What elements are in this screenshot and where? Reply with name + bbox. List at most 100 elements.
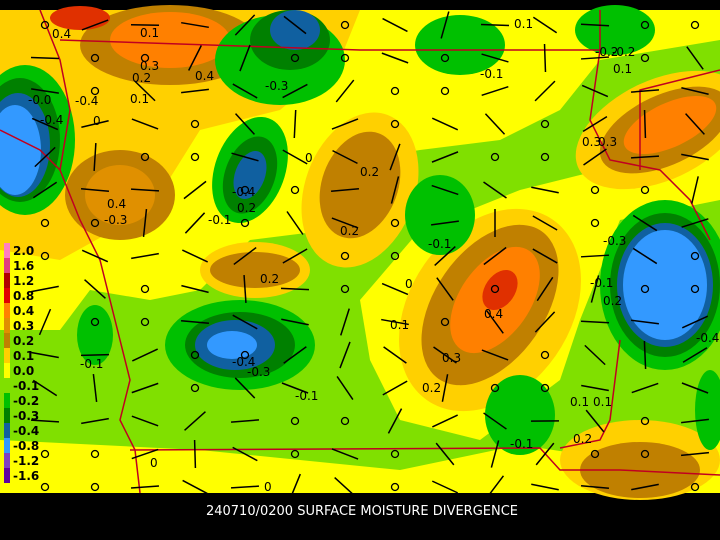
contour-label: 0	[305, 151, 313, 165]
calm-circle	[40, 482, 50, 492]
calm-circle	[90, 317, 100, 327]
legend-label: -0.1	[13, 379, 39, 393]
legend-label: -0.3	[13, 409, 39, 423]
contour-label: -0.2	[612, 45, 635, 59]
legend-swatch	[4, 288, 10, 303]
legend-swatch	[4, 363, 10, 378]
wind-barb	[131, 382, 159, 394]
calm-circle	[140, 53, 150, 63]
wind-barb	[583, 148, 607, 166]
wind-barb	[131, 415, 159, 427]
wind-barb	[431, 184, 459, 196]
wind-barb	[32, 379, 58, 397]
wind-barb	[440, 11, 450, 39]
wind-barb	[81, 120, 109, 128]
calm-circle	[540, 119, 550, 129]
wind-barb	[431, 220, 459, 226]
wind-barb	[232, 314, 258, 330]
wind-barb	[30, 56, 60, 60]
contour-label: -0.4	[232, 185, 255, 199]
calm-circle	[90, 449, 100, 459]
calm-circle	[290, 185, 300, 195]
wind-barb	[580, 254, 610, 258]
contour-label: 0.1	[593, 395, 612, 409]
wind-barb	[631, 483, 659, 491]
wind-barb	[230, 419, 260, 423]
wind-barb	[32, 181, 58, 199]
wind-barb	[431, 117, 459, 131]
calm-circle	[90, 86, 100, 96]
wind-barb	[432, 414, 458, 428]
wind-barb	[80, 188, 110, 192]
legend-swatch	[4, 318, 10, 333]
wind-barb	[231, 152, 259, 162]
wind-barb	[485, 475, 505, 499]
calm-circle	[240, 185, 250, 195]
wind-barb	[532, 215, 558, 231]
calm-circle	[390, 251, 400, 261]
contour-label: -0.4	[75, 94, 98, 108]
calm-circle	[690, 284, 700, 294]
wind-barb	[643, 340, 647, 370]
wind-barb	[681, 418, 709, 424]
wind-barb	[340, 308, 350, 336]
contour-label: 0.2	[603, 294, 622, 308]
contour-label: 0.1	[390, 318, 409, 332]
legend-swatch	[4, 303, 10, 318]
wind-barb	[336, 376, 354, 400]
wind-barb	[293, 109, 297, 139]
wind-barb	[31, 351, 59, 359]
wind-barb	[34, 146, 56, 168]
wind-barb	[280, 287, 310, 291]
wind-barb	[130, 485, 160, 489]
calm-circle	[340, 284, 350, 294]
wind-symbols	[30, 11, 710, 501]
calm-circle	[490, 152, 500, 162]
contour-label: 0	[264, 480, 272, 494]
wind-barb	[532, 16, 558, 34]
contour-label: -0.1	[590, 276, 613, 290]
wind-barb	[332, 149, 358, 165]
wind-barb	[31, 285, 59, 293]
wind-barb	[331, 217, 359, 229]
wind-barb	[381, 318, 409, 326]
calm-circle	[390, 86, 400, 96]
wind-barb	[243, 274, 247, 304]
legend-swatch	[4, 453, 10, 468]
contour-label: -0.1	[208, 213, 231, 227]
contour-label: 0.2	[340, 224, 359, 238]
legend-label: -0.4	[13, 424, 39, 438]
legend-swatch	[4, 393, 10, 408]
calm-circle	[140, 152, 150, 162]
calm-circle	[90, 218, 100, 228]
wind-barb	[233, 246, 257, 266]
calm-circle	[190, 350, 200, 360]
wind-barb	[631, 319, 659, 325]
wind-barb	[436, 277, 454, 301]
contour-label: -0.1	[480, 67, 503, 81]
calm-circle	[290, 53, 300, 63]
wind-barb	[180, 319, 210, 325]
wind-barb	[230, 485, 260, 489]
legend-label: 0.0	[13, 364, 34, 378]
contour-label: 0.3	[140, 59, 159, 73]
wind-barb	[534, 80, 556, 102]
legend-label: 1.2	[13, 274, 34, 288]
calm-circle	[440, 86, 450, 96]
calm-circle	[390, 482, 400, 492]
wind-barb	[483, 246, 507, 266]
contour-label: -0.3	[603, 234, 626, 248]
contour-label: -0.1	[80, 357, 103, 371]
wind-barb	[131, 118, 159, 130]
wind-barb	[381, 52, 409, 64]
wind-barb	[433, 346, 457, 364]
wind-barb	[335, 79, 355, 103]
calm-circle	[190, 383, 200, 393]
wind-barb	[681, 315, 709, 329]
wind-barb	[181, 21, 209, 29]
contour-label: 0.1	[130, 92, 149, 106]
contour-label: -0.0	[28, 93, 51, 107]
calm-circle	[340, 20, 350, 30]
legend-label: 0.1	[13, 349, 34, 363]
